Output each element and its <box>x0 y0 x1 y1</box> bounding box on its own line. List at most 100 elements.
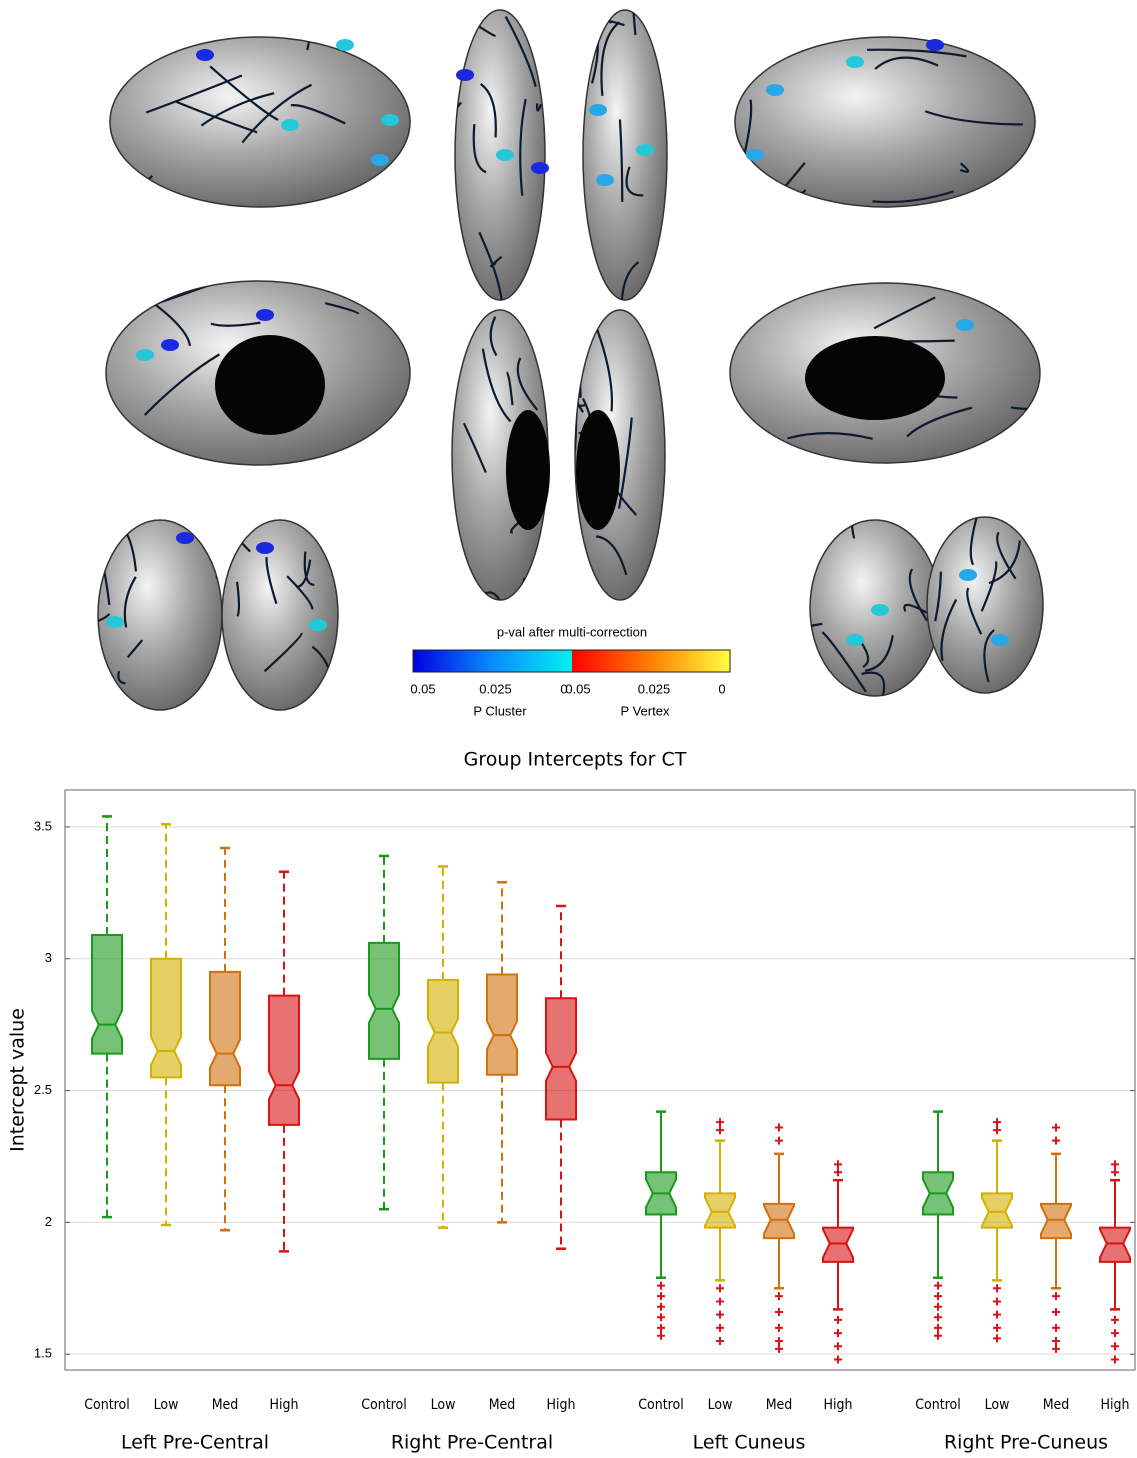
sulcus-line <box>980 561 998 612</box>
brain-renderings <box>97 9 1044 711</box>
significant-region <box>991 634 1009 646</box>
sulcus-line <box>575 350 578 452</box>
x-tick-label: Med <box>489 1397 516 1413</box>
sulcus-line <box>286 575 314 610</box>
significant-region <box>136 349 154 361</box>
sulcus-line <box>143 353 220 416</box>
significant-region <box>846 634 864 646</box>
brain-surface <box>97 519 223 711</box>
outlier <box>934 1313 942 1322</box>
significant-region <box>381 114 399 126</box>
outlier <box>1052 1123 1060 1132</box>
colorbar-label: P Cluster <box>473 703 527 718</box>
sulcus-line <box>472 124 487 174</box>
sulcus-line <box>489 316 498 356</box>
colorbar-label: P Vertex <box>621 703 670 718</box>
y-tick-label: 2 <box>45 1214 52 1229</box>
sulcus-line <box>620 261 640 300</box>
outlier <box>993 1118 1001 1127</box>
group-label: Right Pre-Cuneus <box>944 1432 1108 1454</box>
brain-surface <box>221 519 339 711</box>
box <box>1040 1202 1072 1240</box>
x-tick-label: High <box>547 1397 576 1413</box>
colorbar-tick-label: 0 <box>718 681 725 696</box>
x-tick-label: Low <box>985 1397 1010 1413</box>
sulcus-line <box>265 556 278 605</box>
outlier <box>1111 1329 1119 1338</box>
box <box>209 970 241 1087</box>
outlier <box>775 1308 783 1316</box>
colorbar-tick-label: 0.025 <box>638 681 671 696</box>
outlier <box>1052 1292 1060 1301</box>
x-tick-label: High <box>270 1397 299 1413</box>
sulcus-line <box>490 255 503 268</box>
sulcus-line <box>625 166 644 197</box>
brain <box>734 36 1036 208</box>
outlier <box>834 1342 842 1351</box>
sulcus-line <box>873 296 936 330</box>
x-tick-label: Control <box>361 1397 407 1413</box>
sulcus-line <box>730 422 737 451</box>
x-tick-label: Control <box>84 1397 130 1413</box>
significant-region <box>161 339 179 351</box>
sulcus-line <box>126 639 143 658</box>
sulcus-line <box>98 553 101 622</box>
sulcus-line <box>126 281 133 312</box>
significant-region <box>636 144 654 156</box>
sulci <box>455 16 543 300</box>
sulcus-line <box>349 455 377 465</box>
outlier <box>1111 1342 1119 1351</box>
sulcus-line <box>864 635 894 672</box>
sulcus-line <box>934 571 943 622</box>
sulcus-line <box>481 348 512 423</box>
outlier <box>1052 1308 1060 1316</box>
significant-region <box>596 174 614 186</box>
sulcus-line <box>519 98 527 196</box>
sulcus-line <box>484 591 508 600</box>
brain-surface <box>734 36 1036 208</box>
box <box>486 973 518 1076</box>
sulcus-line <box>970 192 982 207</box>
outlier <box>716 1126 724 1135</box>
sulci <box>810 520 929 696</box>
significant-region <box>176 532 194 544</box>
sulcus-line <box>628 10 637 36</box>
outlier <box>775 1292 783 1301</box>
plot-frame <box>64 789 1136 1371</box>
sulcus-line <box>1010 395 1040 411</box>
outlier <box>834 1160 842 1169</box>
x-tick-label: Med <box>212 1397 239 1413</box>
sulcus-line <box>98 613 111 625</box>
colorbar-title: p-val after multi-correction <box>497 624 647 639</box>
box <box>981 1192 1013 1229</box>
outlier <box>657 1323 665 1332</box>
significant-region <box>746 149 764 161</box>
significant-region <box>956 319 974 331</box>
box <box>763 1202 795 1240</box>
sulcus-line <box>200 92 275 127</box>
outlier <box>1111 1315 1119 1324</box>
colorbar-tick-label: 0.05 <box>410 681 435 696</box>
x-tick-label: Med <box>1043 1397 1070 1413</box>
sulcus-line <box>1038 517 1043 532</box>
sulcus-line <box>906 406 973 438</box>
sulcus-line <box>996 531 1017 580</box>
sulcus-line <box>241 83 313 144</box>
significant-region <box>336 39 354 51</box>
significant-region <box>196 49 214 61</box>
sulcus-line <box>316 520 335 523</box>
sulcus-line <box>583 229 585 279</box>
sulcus-line <box>867 48 967 58</box>
box <box>91 934 123 1055</box>
sulcus-line <box>519 577 526 600</box>
significant-region <box>256 309 274 321</box>
medial-wall <box>506 410 550 530</box>
outlier <box>1052 1337 1060 1345</box>
outlier <box>993 1310 1001 1319</box>
sulcus-line <box>924 110 1023 126</box>
brain <box>809 519 941 697</box>
outlier <box>1111 1168 1119 1177</box>
outlier <box>993 1284 1001 1293</box>
colorbar-tick-label: 0.05 <box>565 681 590 696</box>
